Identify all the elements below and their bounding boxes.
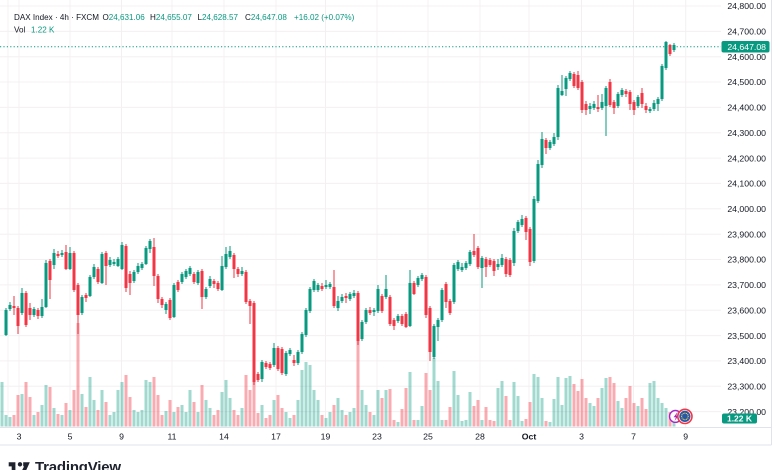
svg-text:24,000.00: 24,000.00 [727, 204, 766, 214]
svg-text:25: 25 [423, 431, 433, 441]
svg-text:24,100.00: 24,100.00 [727, 179, 766, 189]
svg-text:24,647.08: 24,647.08 [727, 42, 766, 52]
svg-text:Oct: Oct [522, 431, 537, 441]
svg-text:14: 14 [219, 431, 229, 441]
svg-text:1.22 K: 1.22 K [31, 26, 55, 35]
svg-text:3: 3 [17, 431, 22, 441]
svg-text:17: 17 [271, 431, 281, 441]
svg-text:23,800.00: 23,800.00 [727, 255, 766, 265]
svg-text:24,200.00: 24,200.00 [727, 153, 766, 163]
svg-text:3: 3 [579, 431, 584, 441]
svg-text:TradingView: TradingView [35, 459, 121, 470]
svg-text:19: 19 [321, 431, 331, 441]
svg-text:11: 11 [167, 431, 176, 441]
svg-text:23,400.00: 23,400.00 [727, 356, 766, 366]
svg-text:23,700.00: 23,700.00 [727, 280, 766, 290]
svg-text:Vol: Vol [14, 26, 25, 35]
svg-text:28: 28 [475, 431, 485, 441]
svg-text:7: 7 [631, 431, 636, 441]
svg-text:9: 9 [683, 431, 688, 441]
svg-text:23,900.00: 23,900.00 [727, 229, 766, 239]
svg-text:23,500.00: 23,500.00 [727, 331, 766, 341]
svg-text:9: 9 [119, 431, 124, 441]
svg-text:1.22 K: 1.22 K [727, 414, 753, 424]
svg-text:5: 5 [68, 431, 73, 441]
svg-text:24,300.00: 24,300.00 [727, 128, 766, 138]
svg-text:24,800.00: 24,800.00 [727, 1, 766, 11]
svg-text:23: 23 [372, 431, 382, 441]
svg-text:24,700.00: 24,700.00 [727, 27, 766, 37]
svg-text:23,300.00: 23,300.00 [727, 381, 766, 391]
svg-text:23,200.00: 23,200.00 [727, 407, 766, 417]
svg-text:24,500.00: 24,500.00 [727, 77, 766, 87]
svg-text:23,600.00: 23,600.00 [727, 305, 766, 315]
svg-text:24,600.00: 24,600.00 [727, 52, 766, 62]
svg-text:24,400.00: 24,400.00 [727, 103, 766, 113]
